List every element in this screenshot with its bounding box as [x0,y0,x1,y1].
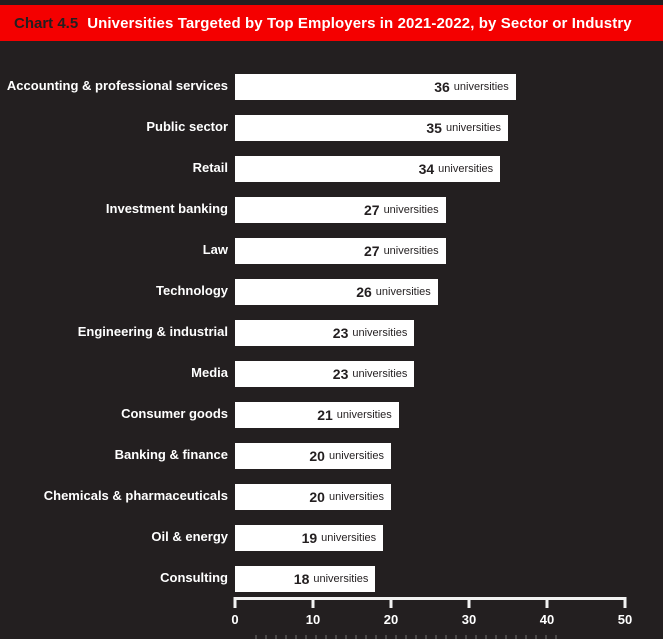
x-axis: 0 10 20 30 40 50 [231,597,632,631]
bar-value: 21 [317,406,333,423]
category-label: Media [191,365,228,381]
bar: 20 universities [235,442,391,469]
category-label: Law [202,242,228,258]
bar-value: 35 [426,119,442,136]
bar-track: 20 universities [235,483,625,510]
x-axis-tick-label: 10 [305,612,321,627]
bar-row: Media 23 universities [0,353,663,394]
category-label: Oil & energy [151,529,228,545]
bar-value-unit: universities [383,203,439,216]
x-axis-tick [545,597,549,608]
bar: 19 universities [235,524,384,551]
bar-track: 34 universities [235,155,625,182]
bar-row: Technology 26 universities [0,271,663,312]
bar-track: 20 universities [235,442,625,469]
chart-title: Universities Targeted by Top Employers i… [87,14,632,32]
bar-value-unit: universities [336,408,392,421]
category-label: Accounting & professional services [6,78,228,94]
bar-value: 27 [363,242,380,259]
bar-track: 21 universities [235,401,625,428]
category-label: Engineering & industrial [77,324,228,340]
bar-row: Consumer goods 21 universities [0,394,663,435]
chart-header: Chart 4.5 Universities Targeted by Top E… [0,5,663,41]
x-axis-line [235,597,625,600]
bar-track: 23 universities [235,360,625,387]
bar: 21 universities [235,401,399,428]
chart-number-label: Chart 4.5 [14,14,79,32]
bar-row: Engineering & industrial 23 universities [0,312,663,353]
x-axis-tick [467,597,471,608]
x-axis-tick-label: 50 [617,612,633,627]
bar-value: 20 [309,488,325,505]
bar-value-unit: universities [453,80,509,93]
clipped-axis-caption [255,635,565,639]
x-axis-tick-label: 40 [539,612,555,627]
bar-row: Oil & energy 19 universities [0,517,663,558]
bar: 34 universities [235,155,501,182]
bar-track: 35 universities [235,114,625,141]
bar-track: 27 universities [235,196,625,223]
bar: 18 universities [235,565,376,592]
bar-track: 26 universities [235,278,625,305]
bar-row: Retail 34 universities [0,148,663,189]
x-axis-tick-label: 30 [461,612,477,627]
bar-value: 34 [418,160,435,177]
x-axis-tick-label: 0 [231,612,239,627]
x-axis-tick-label: 20 [383,612,399,627]
bar-track: 27 universities [235,237,625,264]
bar-value-unit: universities [321,531,377,544]
x-axis-tick [623,597,627,608]
bar: 36 universities [235,73,516,100]
bar-value-unit: universities [352,367,408,380]
bar-value: 19 [301,529,318,546]
bar-value-unit: universities [328,449,384,462]
bar-row: Investment banking 27 universities [0,189,663,230]
bar-value-unit: universities [375,285,431,298]
bar-row: Public sector 35 universities [0,107,663,148]
bar-track: 23 universities [235,319,625,346]
bar: 20 universities [235,483,391,510]
bar: 35 universities [235,114,508,141]
bar-row: Law 27 universities [0,230,663,271]
bar-value-unit: universities [352,326,408,339]
bar-row: Accounting & professional services 36 univ… [0,66,663,107]
bar-rows: Accounting & professional services 36 univ… [0,66,663,599]
bar: 23 universities [235,360,415,387]
bar: 27 universities [235,196,446,223]
x-axis-tick [311,597,315,608]
bar-value: 27 [363,201,380,218]
bar-row: Banking & finance 20 universities [0,435,663,476]
bar-value-unit: universities [313,572,369,585]
category-label: Consumer goods [121,406,228,422]
category-label: Technology [156,283,228,299]
bar-row: Chemicals & pharmaceuticals 20 universitie… [0,476,663,517]
category-label: Investment banking [105,201,228,217]
category-label: Consulting [160,570,228,586]
category-label: Chemicals & pharmaceuticals [43,488,228,504]
bar: 23 universities [235,319,415,346]
bar-value: 20 [309,447,325,464]
bar-value: 23 [332,365,349,382]
bar-value: 23 [332,324,349,341]
bar-value-unit: universities [328,490,384,503]
x-axis-tick [233,597,237,608]
bar-track: 19 universities [235,524,625,551]
bar-row: Consulting 18 universities [0,558,663,599]
bar-value-unit: universities [438,162,494,175]
bar: 27 universities [235,237,446,264]
bar-value-unit: universities [383,244,439,257]
bar-track: 18 universities [235,565,625,592]
bar-value: 18 [293,570,310,587]
bar-track: 36 universities [235,73,625,100]
x-axis-tick [389,597,393,608]
category-label: Public sector [146,119,228,135]
bar: 26 universities [235,278,438,305]
bar-value: 36 [434,78,450,95]
bar-value-unit: universities [445,121,501,134]
bar-value: 26 [356,283,372,300]
category-label: Retail [192,160,228,176]
category-label: Banking & finance [114,447,228,463]
